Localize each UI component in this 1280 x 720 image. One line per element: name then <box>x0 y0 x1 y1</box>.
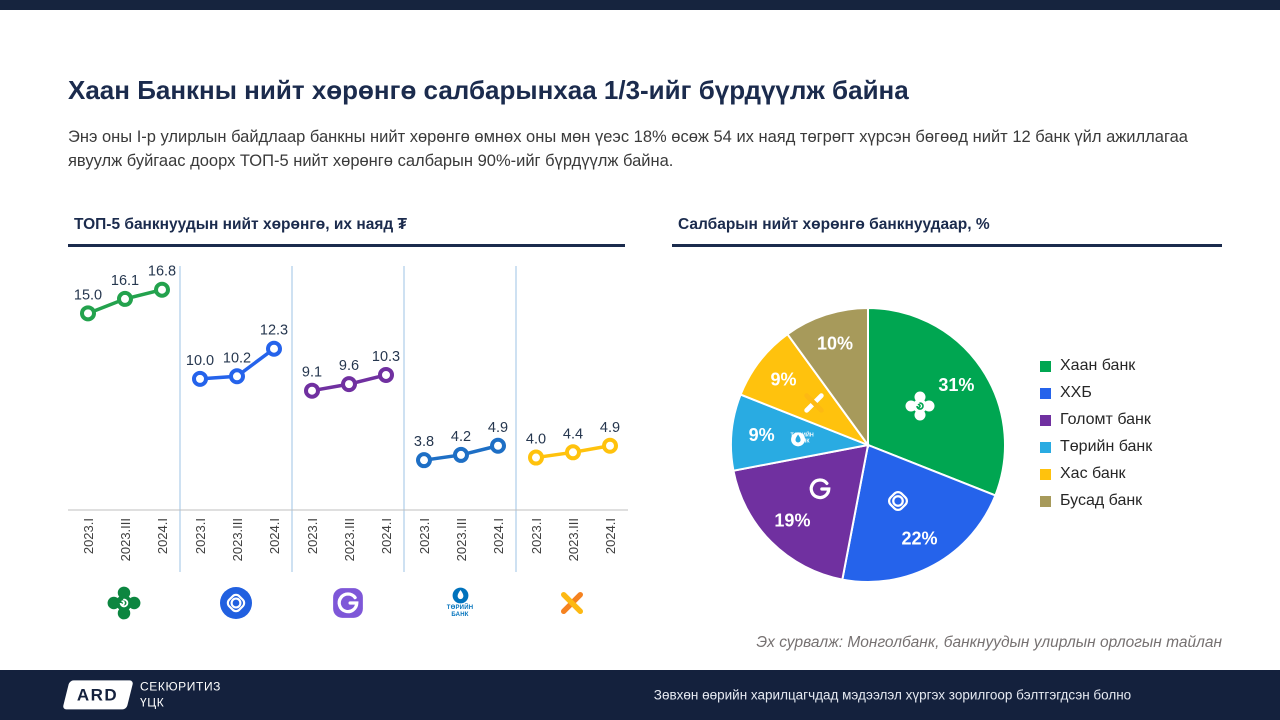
svg-text:15.0: 15.0 <box>74 287 102 303</box>
top-accent-bar <box>0 0 1280 10</box>
legend-label: Голомт банк <box>1060 411 1151 428</box>
svg-text:2023.III: 2023.III <box>342 518 357 561</box>
footer-disclaimer: Зөвхөн өөрийн харилцагчдад мэдээлэл хүрг… <box>653 687 1132 703</box>
svg-text:2023.III: 2023.III <box>454 518 469 561</box>
svg-text:10.0: 10.0 <box>186 353 214 369</box>
svg-text:22%: 22% <box>901 529 937 549</box>
legend-item: Хас банк <box>1040 465 1152 483</box>
legend-label: Бусад банк <box>1060 492 1143 509</box>
svg-text:4.9: 4.9 <box>600 420 620 436</box>
pie-chart-title: Салбарын нийт хөрөнгө банкнуудаар, % <box>672 212 1222 247</box>
svg-text:10%: 10% <box>817 333 853 353</box>
brand-subtitle: СЕКЮРИТИЗ ҮЦК <box>140 679 221 710</box>
svg-text:2023.I: 2023.I <box>417 518 432 554</box>
svg-text:10.2: 10.2 <box>223 350 251 366</box>
svg-text:2023.III: 2023.III <box>118 518 133 561</box>
svg-text:9.6: 9.6 <box>339 358 359 374</box>
svg-text:4.4: 4.4 <box>563 426 583 442</box>
legend-swatch <box>1040 441 1051 453</box>
legend-item: Бусад банк <box>1040 492 1152 510</box>
legend-swatch <box>1040 360 1051 372</box>
svg-text:16.8: 16.8 <box>148 264 176 280</box>
brand-block: ARD СЕКЮРИТИЗ ҮЦК <box>62 679 221 710</box>
svg-text:16.1: 16.1 <box>111 273 139 289</box>
svg-text:2024.I: 2024.I <box>379 518 394 554</box>
pie-legend: Хаан банк ХХБ Голомт банк Төрийн банк Хас ба… <box>1040 357 1152 519</box>
svg-text:10.3: 10.3 <box>372 349 400 365</box>
svg-text:12.3: 12.3 <box>260 323 288 339</box>
svg-text:3.8: 3.8 <box>414 434 434 450</box>
svg-text:9.1: 9.1 <box>302 365 322 381</box>
svg-text:9%: 9% <box>771 370 797 390</box>
svg-text:2023.III: 2023.III <box>566 518 581 561</box>
svg-text:4.0: 4.0 <box>526 432 546 448</box>
sector-pie-chart: 31% 22% 19% 9% 9% 10% <box>730 306 1006 583</box>
legend-swatch <box>1040 495 1051 507</box>
svg-text:9%: 9% <box>749 425 775 445</box>
svg-text:4.9: 4.9 <box>488 420 508 436</box>
golomt-bank-logo <box>292 580 404 626</box>
top5-line-chart: 15.0 2023.I 16.1 2023.III 16.8 2024.I 10.0 2023… <box>68 264 628 572</box>
svg-text:31%: 31% <box>938 375 974 395</box>
xac-bank-logo <box>516 580 628 626</box>
svg-text:2024.I: 2024.I <box>491 518 506 554</box>
legend-swatch <box>1040 387 1051 399</box>
svg-text:2024.I: 2024.I <box>603 518 618 554</box>
svg-text:2023.I: 2023.I <box>193 518 208 554</box>
page-subtitle: Энэ оны I-р улирлын байдлаар банкны нийт… <box>68 127 1188 171</box>
tdb-bank-logo <box>180 580 292 626</box>
legend-item: Төрийн банк <box>1040 438 1152 456</box>
brand-subtitle-line2: ҮЦК <box>140 695 165 709</box>
legend-label: Хаан банк <box>1060 357 1136 374</box>
legend-swatch <box>1040 414 1051 426</box>
bank-logos-row: ТӨРИЙН БАНК <box>68 580 628 626</box>
legend-label: ХХБ <box>1060 384 1092 401</box>
svg-text:19%: 19% <box>774 511 810 531</box>
legend-swatch <box>1040 468 1051 480</box>
svg-text:4.2: 4.2 <box>451 429 471 445</box>
svg-text:2023.I: 2023.I <box>305 518 320 554</box>
legend-label: Хас банк <box>1060 465 1126 482</box>
source-note: Эх сурвалж: Монголбанк, банкнуудын улирл… <box>756 634 1222 651</box>
svg-text:2023.I: 2023.I <box>81 518 96 554</box>
svg-text:2024.I: 2024.I <box>267 518 282 554</box>
svg-text:2023.I: 2023.I <box>529 518 544 554</box>
legend-label: Төрийн банк <box>1060 438 1153 455</box>
svg-text:2024.I: 2024.I <box>155 518 170 554</box>
legend-item: Хаан банк <box>1040 357 1152 375</box>
brand-subtitle-line1: СЕКЮРИТИЗ <box>140 679 222 694</box>
ard-logo: ARD <box>62 680 134 710</box>
page-title: Хаан Банкны нийт хөрөнгө салбарынхаа 1/3… <box>68 75 909 106</box>
legend-item: ХХБ <box>1040 384 1152 402</box>
line-chart-title: ТОП-5 банкнуудын нийт хөрөнгө, их наяд ₮ <box>68 212 625 247</box>
ard-logo-text: ARD <box>77 685 119 704</box>
legend-item: Голомт банк <box>1040 411 1152 429</box>
state-bank-logo: ТӨРИЙН БАНК <box>404 580 516 626</box>
khan-bank-logo <box>68 580 180 626</box>
sector-pie-chart-area: 31% 22% 19% 9% 9% 10% ТӨРИЙН БАНК <box>672 303 1072 593</box>
footer-bar: ARD СЕКЮРИТИЗ ҮЦК Зөвхөн өөрийн харилцаг… <box>0 670 1280 720</box>
svg-text:2023.III: 2023.III <box>230 518 245 561</box>
